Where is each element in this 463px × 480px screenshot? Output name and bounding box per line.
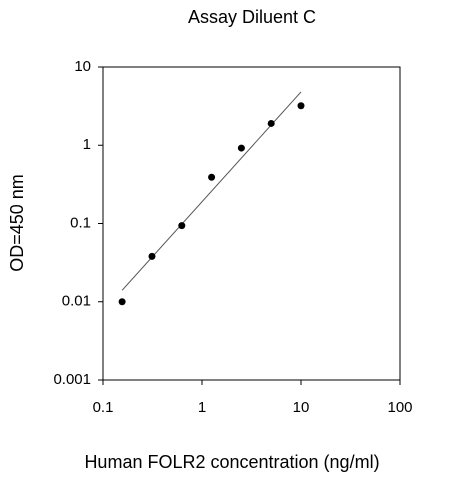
y-tick-label: 0.001: [53, 371, 91, 388]
x-tick-label: 0.1: [93, 399, 114, 416]
x-tick-label: 10: [293, 399, 310, 416]
x-tick-label: 1: [198, 399, 206, 416]
y-tick-label: 1: [83, 136, 91, 153]
data-point: [267, 119, 275, 127]
y-axis-label: OD=450 nm: [7, 174, 27, 272]
y-tick-label: 0.1: [70, 214, 91, 231]
data-point: [297, 102, 305, 110]
data-point: [178, 222, 186, 230]
data-point: [208, 173, 216, 181]
y-tick-label: 0.01: [62, 293, 91, 310]
x-tick-label: 100: [387, 399, 412, 416]
data-point: [148, 252, 156, 260]
data-point: [118, 298, 126, 306]
y-tick-label: 10: [74, 58, 91, 75]
chart-title: Assay Diluent C: [188, 7, 316, 27]
x-axis-label: Human FOLR2 concentration (ng/ml): [84, 452, 379, 472]
plot-frame: [102, 66, 401, 381]
data-point: [237, 144, 245, 152]
